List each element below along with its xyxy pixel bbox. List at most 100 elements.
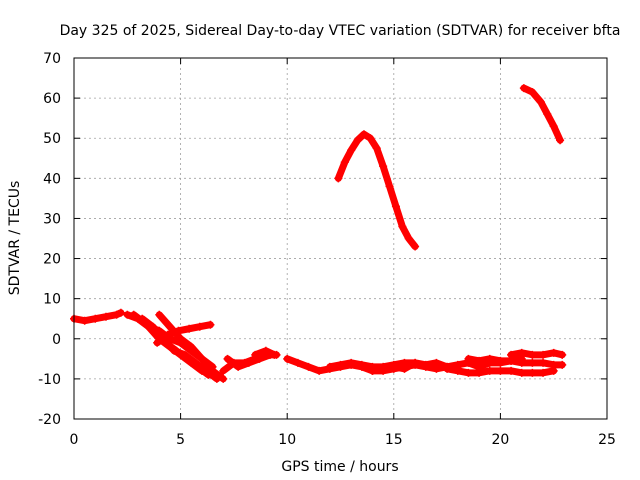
data-point <box>234 362 243 371</box>
data-point <box>385 182 394 191</box>
data-point <box>558 350 567 359</box>
data-point <box>556 136 565 145</box>
series-arc-10 <box>251 346 279 359</box>
data-point <box>485 366 494 375</box>
y-tick-label: 30 <box>43 211 61 227</box>
data-point <box>251 350 260 359</box>
data-point <box>368 366 377 375</box>
data-point <box>80 316 89 325</box>
data-point <box>507 350 516 359</box>
data-point <box>391 202 400 211</box>
series-line <box>464 355 566 369</box>
series-layer <box>70 84 567 383</box>
data-point <box>219 374 228 383</box>
tick-layer: 0 5 10 15 20 25 -20 -10 0 10 20 30 40 50 60 70 <box>38 51 616 448</box>
x-tick-label: 5 <box>176 432 185 448</box>
data-point <box>340 158 349 167</box>
x-tick-label: 10 <box>278 432 296 448</box>
plot-frame <box>73 57 608 420</box>
y-tick-label: 0 <box>52 332 61 348</box>
data-point <box>528 368 537 377</box>
data-point <box>315 366 324 375</box>
data-point <box>539 368 548 377</box>
data-point <box>347 358 356 367</box>
x-tick-label: 0 <box>70 432 79 448</box>
data-point <box>496 366 505 375</box>
data-point <box>155 310 164 319</box>
data-point <box>261 346 270 355</box>
data-point <box>185 324 194 333</box>
data-point <box>197 354 206 363</box>
data-point <box>507 366 516 375</box>
series-arc-14 <box>443 364 558 377</box>
series-arc-15 <box>464 354 567 369</box>
data-point <box>153 338 162 347</box>
data-point <box>485 354 494 363</box>
data-point <box>475 356 484 365</box>
data-point <box>101 312 110 321</box>
series-arc-17 <box>334 130 420 251</box>
data-point <box>528 88 537 97</box>
data-point <box>464 368 473 377</box>
data-point <box>432 358 441 367</box>
data-point <box>517 358 526 367</box>
data-point <box>411 242 420 251</box>
data-point <box>543 110 552 119</box>
data-point <box>517 368 526 377</box>
data-point <box>208 366 217 375</box>
data-point <box>187 358 196 367</box>
data-point <box>176 350 185 359</box>
data-point <box>293 358 302 367</box>
data-point <box>357 360 366 369</box>
data-point <box>91 314 100 323</box>
data-point <box>372 144 381 153</box>
series-line <box>520 84 564 144</box>
data-point <box>379 162 388 171</box>
y-axis-label: SDTVAR / TECUs <box>7 181 23 296</box>
series-arc-1 <box>70 308 125 325</box>
data-point <box>453 366 462 375</box>
y-tick-label: 20 <box>43 252 61 268</box>
data-point <box>138 314 147 323</box>
data-point <box>404 234 413 243</box>
y-tick-label: 10 <box>43 292 61 308</box>
data-point <box>176 334 185 343</box>
data-point <box>411 358 420 367</box>
series-arc-7 <box>155 310 228 383</box>
series-arc-16 <box>507 348 567 359</box>
data-point <box>144 322 153 331</box>
data-point <box>549 122 558 131</box>
y-tick-label: -20 <box>38 412 61 428</box>
data-point <box>165 342 174 351</box>
data-point <box>197 366 206 375</box>
data-point <box>539 350 548 359</box>
data-point <box>129 310 138 319</box>
data-point <box>549 360 558 369</box>
data-point <box>187 342 196 351</box>
data-point <box>112 310 121 319</box>
data-point <box>206 320 215 329</box>
y-tick-label: 40 <box>43 171 61 187</box>
x-axis-label: GPS time / hours <box>281 459 398 475</box>
y-tick-label: 70 <box>43 51 61 67</box>
data-point <box>270 350 279 359</box>
data-point <box>539 358 548 367</box>
data-point <box>421 360 430 369</box>
y-tick-label: -10 <box>38 372 61 388</box>
data-point <box>347 146 356 155</box>
data-point <box>517 348 526 357</box>
data-point <box>400 364 409 373</box>
data-point <box>219 366 228 375</box>
data-point <box>353 136 362 145</box>
series-arc-18 <box>519 84 565 145</box>
data-point <box>325 362 334 371</box>
data-point <box>519 84 528 93</box>
data-point <box>389 362 398 371</box>
x-tick-label: 20 <box>491 432 509 448</box>
data-point <box>304 362 313 371</box>
data-point <box>244 358 253 367</box>
data-point <box>528 350 537 359</box>
data-point <box>558 360 567 369</box>
data-point <box>283 354 292 363</box>
